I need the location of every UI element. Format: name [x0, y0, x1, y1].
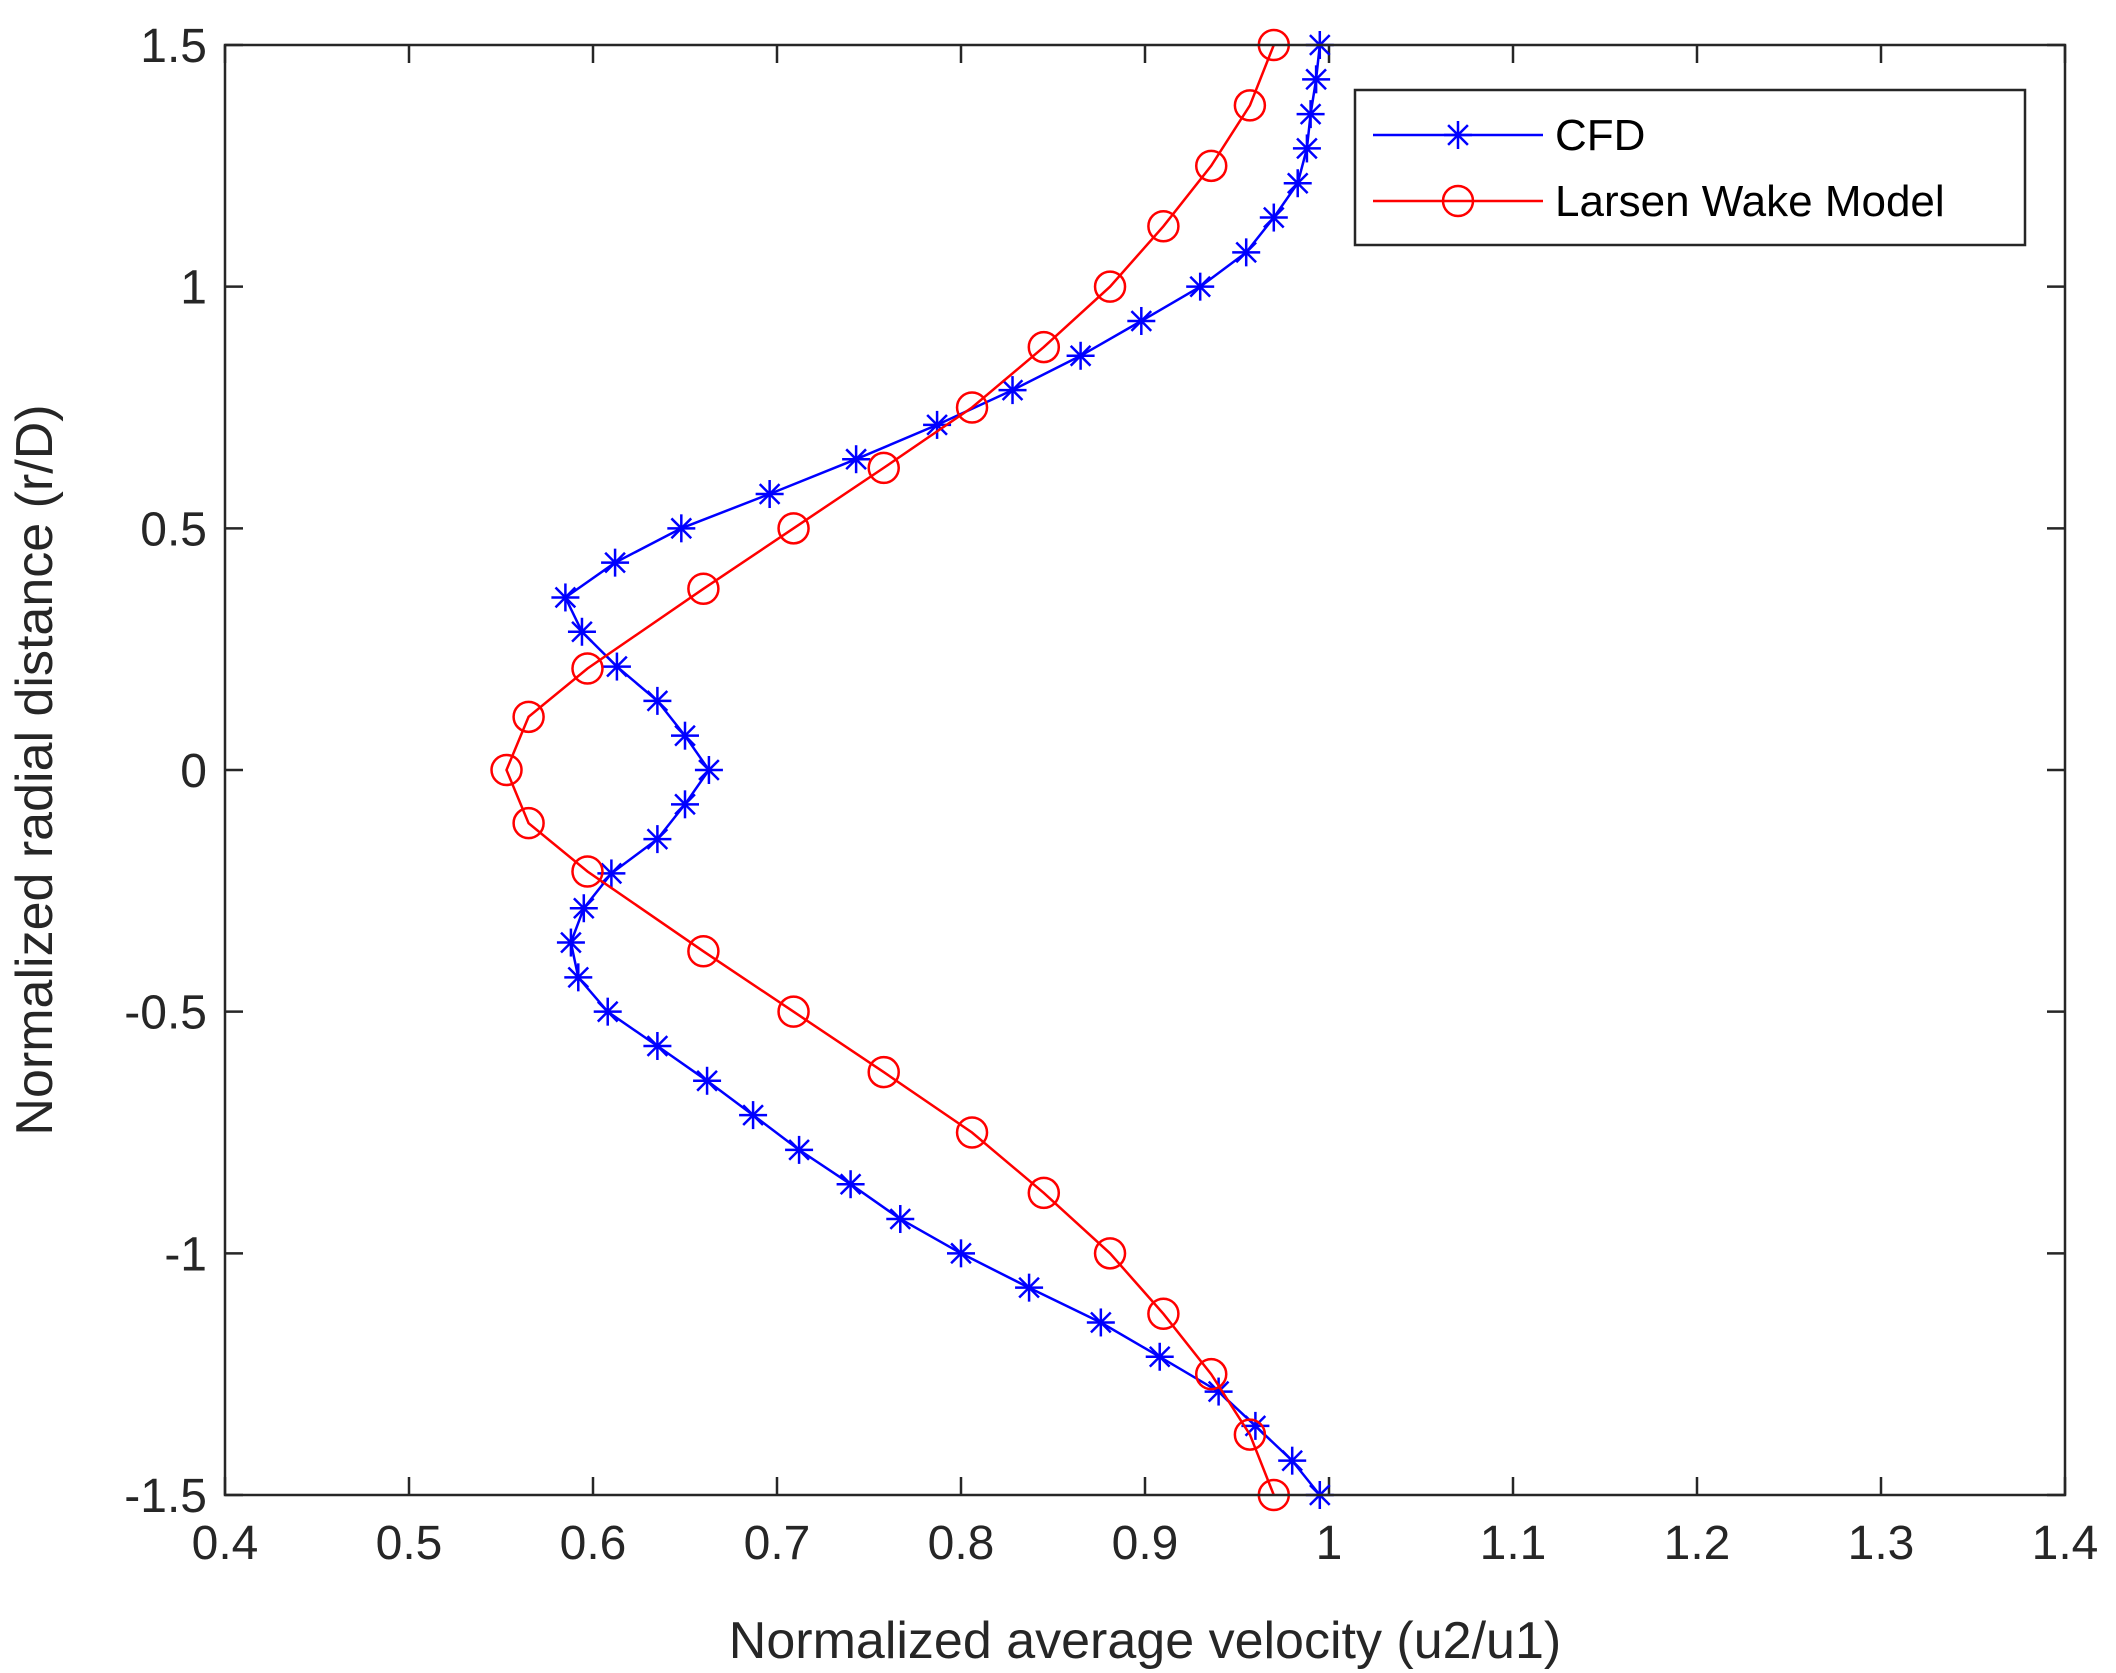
legend-entry: Larsen Wake Model: [1373, 177, 1945, 226]
y-tick-label: -1.5: [124, 1470, 207, 1523]
data-point: [955, 391, 989, 424]
x-tick-label: 0.6: [560, 1517, 627, 1570]
data-point: [1093, 270, 1127, 303]
data-point: [867, 451, 900, 485]
data-point: [842, 445, 871, 474]
x-tick-label: 0.4: [192, 1517, 259, 1570]
data-point: [564, 963, 593, 992]
data-point: [1145, 1342, 1174, 1371]
data-point: [687, 572, 720, 605]
data-point: [1086, 1308, 1115, 1337]
data-point: [551, 583, 580, 612]
data-point: [1259, 203, 1288, 232]
data-point: [571, 855, 604, 888]
data-point: [1292, 134, 1321, 163]
legend-marker: [1444, 121, 1472, 149]
data-point: [923, 410, 952, 439]
data-point: [1194, 149, 1228, 183]
data-point: [667, 514, 696, 543]
data-point: [1147, 210, 1180, 243]
data-point: [1066, 341, 1095, 370]
data-point: [1233, 89, 1267, 122]
data-point: [643, 825, 672, 854]
data-point: [1194, 1357, 1228, 1391]
y-axis: -1.5 -1 -0.5 0 0.5 1 1.5: [124, 20, 2065, 1523]
data-point: [512, 806, 545, 840]
data-point: [1296, 100, 1325, 129]
x-axis: 0.4 0.5 0.6 0.7 0.8 0.9 1 1.1 1.2 1.3 1.4: [192, 45, 2099, 1570]
data-point: [1127, 306, 1156, 335]
x-tick-label: 1.4: [2032, 1517, 2099, 1570]
data-point: [490, 753, 523, 787]
data-point: [836, 1170, 865, 1199]
data-point: [556, 928, 585, 957]
data-point: [602, 652, 631, 681]
data-point: [567, 617, 596, 646]
data-point: [1232, 238, 1261, 267]
data-point: [1186, 272, 1215, 301]
x-tick-label: 0.9: [1112, 1517, 1179, 1570]
x-tick-label: 1: [1316, 1517, 1343, 1570]
data-point: [998, 376, 1027, 405]
data-point: [643, 686, 672, 715]
data-point: [947, 1239, 975, 1268]
series-layer: [490, 28, 1334, 1512]
data-point: [777, 512, 810, 545]
data-point: [671, 790, 699, 819]
x-tick-label: 1.1: [1480, 1517, 1547, 1570]
legend-label: CFD: [1555, 111, 1645, 160]
y-tick-label: -0.5: [124, 987, 207, 1040]
data-point: [671, 721, 699, 750]
data-point: [1147, 1297, 1180, 1330]
series-cfd: [551, 31, 1334, 1509]
x-tick-label: 1.3: [1848, 1517, 1915, 1570]
data-point: [1093, 1237, 1127, 1270]
data-point: [601, 548, 630, 577]
data-point: [1015, 1273, 1044, 1302]
data-point: [643, 1031, 672, 1060]
x-tick-label: 0.5: [376, 1517, 443, 1570]
data-point: [571, 652, 604, 685]
data-point: [593, 997, 622, 1026]
data-point: [955, 1116, 989, 1149]
data-point: [755, 480, 784, 509]
data-point: [1278, 1446, 1307, 1475]
data-point: [1233, 1418, 1267, 1451]
data-point: [1283, 169, 1312, 198]
x-axis-title: Normalized average velocity (u2/u1): [729, 1612, 1561, 1670]
legend-label: Larsen Wake Model: [1555, 177, 1945, 226]
x-tick-label: 1.2: [1664, 1517, 1731, 1570]
x-tick-label: 0.8: [928, 1517, 995, 1570]
x-tick-label: 0.7: [744, 1517, 811, 1570]
data-point: [886, 1205, 915, 1234]
y-tick-label: 0.5: [140, 503, 207, 556]
data-point: [687, 935, 720, 968]
y-tick-label: 1.5: [140, 20, 207, 73]
y-tick-label: 1: [180, 262, 207, 315]
series-line: [505, 44, 1275, 1496]
data-point: [512, 700, 545, 734]
data-point: [1027, 330, 1061, 364]
data-point: [777, 995, 810, 1028]
data-point: [1302, 65, 1331, 94]
data-point: [739, 1101, 768, 1130]
data-point: [785, 1135, 814, 1164]
data-point: [693, 1066, 722, 1095]
data-point: [1027, 1176, 1061, 1210]
legend: CFD Larsen Wake Model: [1353, 88, 2027, 247]
data-point: [569, 894, 598, 923]
plot-area: [225, 45, 2065, 1495]
legend-marker: [1441, 184, 1475, 218]
y-axis-title: Normalized radial distance (r/D): [6, 404, 64, 1135]
legend-entry: CFD: [1373, 111, 1645, 160]
data-point: [694, 756, 723, 784]
plot-frame: [223, 43, 2067, 1497]
y-tick-label: -1: [164, 1228, 207, 1281]
y-tick-label: 0: [180, 745, 207, 798]
data-point: [867, 1055, 900, 1089]
legend-box: [1353, 88, 2027, 247]
